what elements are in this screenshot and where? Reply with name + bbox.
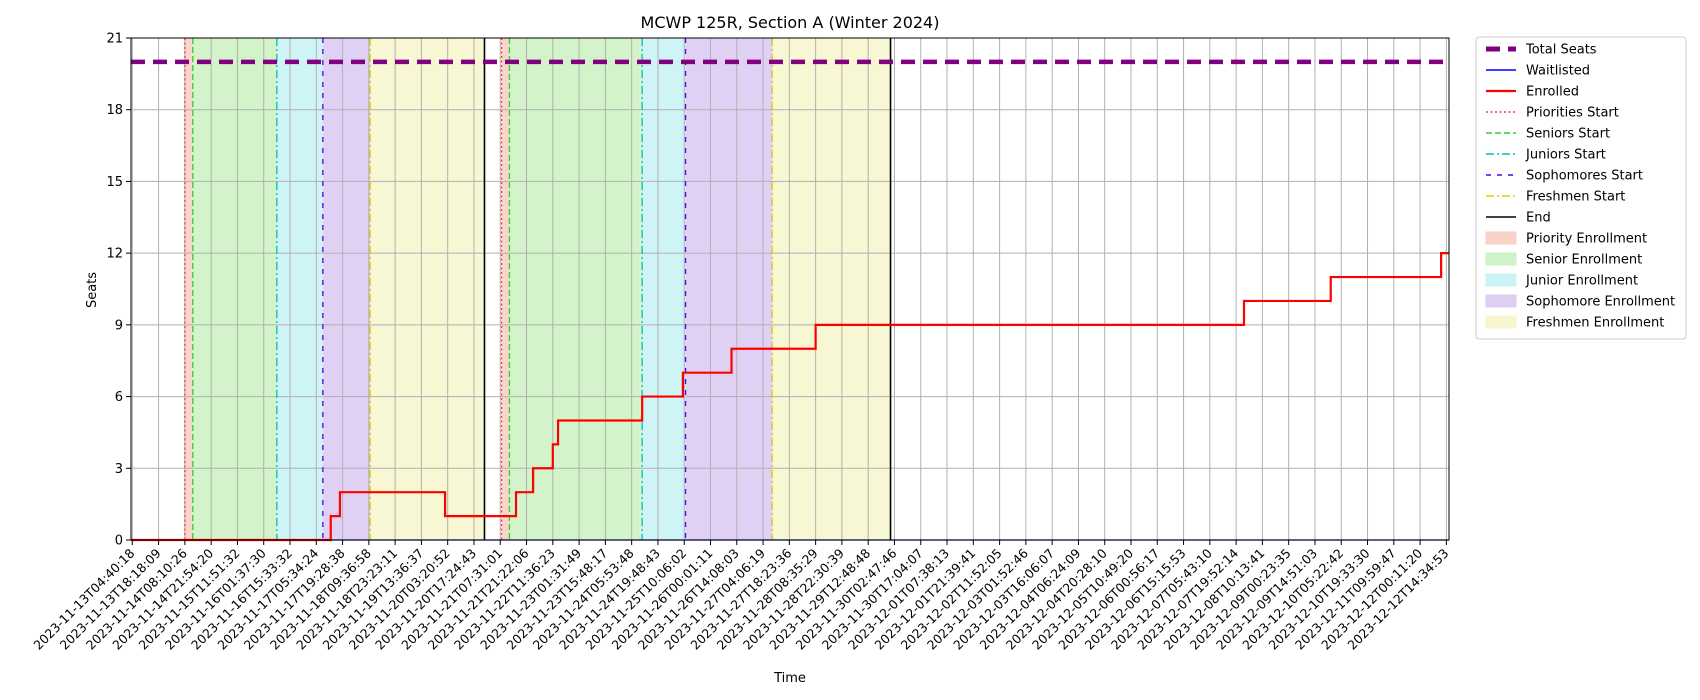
freshmen-enrollment-region — [772, 38, 891, 540]
priority-enrollment-legend-label: Priority Enrollment — [1526, 232, 1647, 247]
y-tick-label: 12 — [106, 247, 123, 262]
legend: Total Seats Waitlisted Enrolled Priorities … — [1475, 36, 1687, 340]
senior-enrollment-region — [192, 38, 277, 540]
senior-enrollment-legend-label: Senior Enrollment — [1526, 253, 1642, 268]
y-tick-label: 0 — [115, 534, 123, 549]
sophomore-enrollment-legend-swatch — [1485, 294, 1517, 308]
freshmen-enrollment-region — [370, 38, 485, 540]
sophomore-enrollment-region — [685, 38, 773, 540]
plot-frame — [130, 37, 1450, 541]
sophomores-start-legend-label: Sophomores Start — [1526, 169, 1643, 184]
priority-enrollment-legend-swatch — [1485, 231, 1517, 245]
junior-enrollment-region — [276, 38, 323, 540]
sophomore-enrollment-legend-label: Sophomore Enrollment — [1526, 295, 1675, 310]
seniors-start-legend-label: Seniors Start — [1526, 127, 1610, 142]
y-tick-label: 15 — [106, 175, 123, 190]
juniors-start-legend-label: Juniors Start — [1525, 148, 1606, 163]
junior-enrollment-region — [642, 38, 686, 540]
x-axis-label: Time — [773, 671, 806, 686]
chart-title: MCWP 125R, Section A (Winter 2024) — [641, 13, 940, 32]
junior-enrollment-legend-swatch — [1485, 273, 1517, 287]
x-axis-ticks: 2023-11-13T04:40:182023-11-13T18:18:0920… — [30, 540, 1451, 653]
priorities-start-legend-label: Priorities Start — [1526, 106, 1619, 121]
freshmen-start-legend-label: Freshmen Start — [1526, 190, 1625, 205]
enrolled-legend-label: Enrolled — [1526, 85, 1579, 100]
freshmen-enrollment-legend-swatch — [1485, 315, 1517, 329]
enrolled-line — [131, 252, 1449, 542]
sophomore-enrollment-region — [322, 38, 371, 540]
y-tick-label: 6 — [115, 390, 123, 405]
y-tick-label: 9 — [115, 318, 123, 333]
priority-enrollment-region — [184, 38, 193, 540]
phase-regions — [184, 38, 891, 540]
end-legend-label: End — [1526, 211, 1551, 226]
senior-enrollment-legend-swatch — [1485, 252, 1517, 266]
y-axis-ticks: 0 3 6 9 12 15 18 21 — [106, 32, 131, 549]
priority-enrollment-region — [501, 38, 510, 540]
total-seats-legend-label: Total Seats — [1525, 43, 1597, 58]
phase-markers — [184, 38, 892, 540]
y-tick-label: 21 — [106, 32, 123, 47]
freshmen-enrollment-legend-label: Freshmen Enrollment — [1526, 316, 1664, 331]
legend-box — [1475, 36, 1687, 340]
y-axis-label: Seats — [85, 272, 100, 308]
y-tick-label: 18 — [106, 103, 123, 118]
y-tick-label: 3 — [115, 462, 123, 477]
senior-enrollment-region — [509, 38, 643, 540]
junior-enrollment-legend-label: Junior Enrollment — [1525, 274, 1638, 289]
waitlisted-legend-label: Waitlisted — [1526, 64, 1590, 79]
